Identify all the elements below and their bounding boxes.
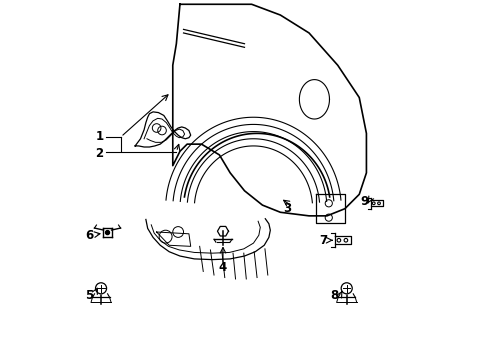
Text: 8: 8 [329,289,338,302]
Text: 3: 3 [283,202,291,215]
Text: 4: 4 [219,261,226,274]
Text: 7: 7 [319,234,327,247]
Circle shape [95,283,106,294]
Text: 5: 5 [85,289,94,302]
Text: 2: 2 [95,147,103,159]
Text: 6: 6 [85,229,94,242]
Text: 1: 1 [95,130,103,144]
Circle shape [341,283,351,294]
Circle shape [105,230,109,235]
Text: 9: 9 [360,195,368,208]
